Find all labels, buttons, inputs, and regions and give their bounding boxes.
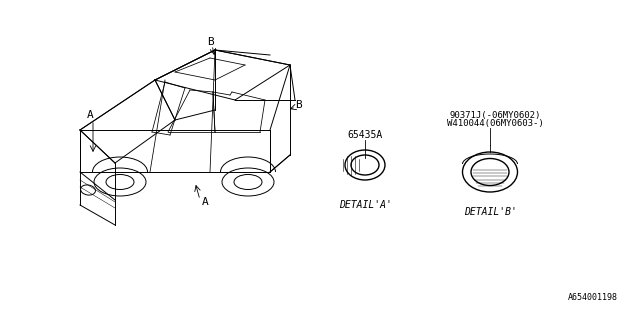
Text: B: B [207, 37, 213, 47]
Text: DETAIL'A': DETAIL'A' [339, 200, 392, 210]
Text: A: A [202, 197, 209, 207]
Text: B: B [294, 100, 301, 110]
Text: A: A [86, 110, 93, 120]
Text: W410044(06MY0603-): W410044(06MY0603-) [447, 118, 543, 127]
Text: 65435A: 65435A [348, 130, 383, 140]
Text: 90371J(-06MY0602): 90371J(-06MY0602) [449, 110, 541, 119]
Text: A654001198: A654001198 [568, 293, 618, 302]
Text: DETAIL'B': DETAIL'B' [463, 207, 516, 217]
